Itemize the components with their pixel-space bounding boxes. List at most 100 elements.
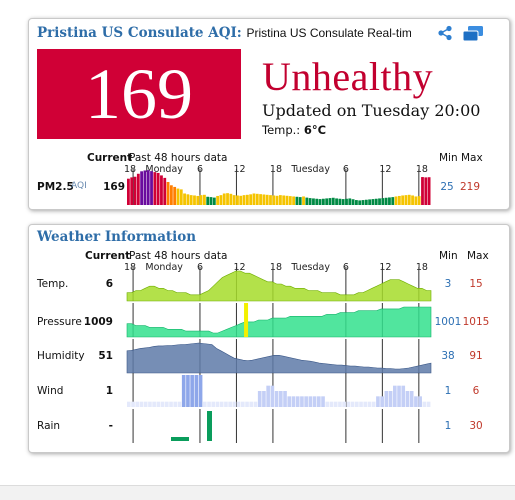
pm25-bar <box>411 195 414 205</box>
wind-bar <box>254 402 258 407</box>
pm25-bar <box>421 177 424 205</box>
pm25-bar <box>262 194 265 205</box>
pm25-chart <box>127 169 431 205</box>
wind-bar <box>287 396 291 407</box>
pm25-bar <box>414 196 417 205</box>
rain-row-label: Rain <box>37 420 60 432</box>
temp-label: Temp.: <box>262 123 300 137</box>
pm25-bar <box>418 196 421 205</box>
pm25-bar <box>309 198 312 205</box>
wind-bar <box>313 396 317 407</box>
pm25-bar <box>305 198 308 205</box>
wind-bar <box>317 396 321 407</box>
pm25-bar <box>388 197 391 205</box>
pm25-bar <box>385 198 388 205</box>
pm25-bar <box>395 196 398 205</box>
pressure-row-current: 1009 <box>83 316 113 328</box>
humidity-area <box>127 343 431 373</box>
wind-bar <box>152 402 156 407</box>
pm25-bar <box>170 185 173 205</box>
header-current: Current <box>87 152 132 164</box>
wind-bar <box>233 402 237 407</box>
rain-row-min: 1 <box>433 420 463 432</box>
pressure-area <box>127 307 431 337</box>
pm25-bar <box>243 195 246 205</box>
wind-bar <box>144 402 148 407</box>
wind-bar <box>338 402 342 407</box>
wind-bar <box>292 396 296 407</box>
temp-row-min: 3 <box>433 278 463 290</box>
wind-bar <box>228 402 232 407</box>
pm25-bar <box>223 193 226 205</box>
pm25-bar <box>269 195 272 205</box>
humidity-row-current: 51 <box>83 350 113 362</box>
wind-bar <box>423 402 427 407</box>
wind-row-current: 1 <box>83 385 113 397</box>
pm25-bar <box>134 177 137 205</box>
pm25-bar <box>150 171 153 205</box>
wind-bar <box>321 396 325 407</box>
wind-bar <box>418 396 422 407</box>
pm25-bar <box>381 198 384 205</box>
wind-bar <box>199 375 203 407</box>
wind-row-label: Wind <box>37 385 63 397</box>
pm25-bar <box>286 196 289 205</box>
aqi-card: Pristina US Consulate AQI: Pristina US C… <box>28 18 510 210</box>
pm25-bar <box>190 195 193 205</box>
wind-bar <box>157 402 161 407</box>
pm25-bar <box>365 200 368 205</box>
wind-bar <box>304 396 308 407</box>
pm25-bar <box>253 193 256 205</box>
wind-bar <box>427 402 431 407</box>
windows-icon[interactable] <box>461 25 485 47</box>
wind-bar <box>220 402 224 407</box>
rain-bar <box>207 411 212 441</box>
weather-card: Weather Information Current Past 48 hour… <box>28 224 510 453</box>
pm25-bar <box>289 196 292 205</box>
pm25-bar <box>282 195 285 205</box>
wind-bar <box>169 402 173 407</box>
pm25-bar <box>362 200 365 205</box>
pm25-bar <box>206 197 209 205</box>
wind-chart <box>127 373 431 407</box>
wind-bar <box>258 391 262 407</box>
pm25-bar <box>256 194 259 205</box>
pm25-bar <box>299 197 302 205</box>
wind-bar <box>186 375 190 407</box>
wind-bar <box>241 402 245 407</box>
pm25-bar <box>160 175 163 205</box>
wind-bar <box>410 391 414 407</box>
pm25-bar <box>372 199 375 205</box>
header-past: Past 48 hours data <box>129 152 227 164</box>
wind-bar <box>262 391 266 407</box>
pm25-bar <box>239 196 242 205</box>
wind-row-max: 6 <box>461 385 491 397</box>
humidity-row-label: Humidity <box>37 350 85 362</box>
wind-bar <box>182 375 186 407</box>
wx-header-min: Min <box>439 250 458 262</box>
pm25-bar <box>210 197 213 205</box>
wind-bar <box>178 402 182 407</box>
aqi-value-box: 169 <box>37 49 241 139</box>
wind-bar <box>325 402 329 407</box>
wind-bar <box>165 402 169 407</box>
pm25-bar <box>428 177 431 205</box>
wind-bar <box>372 402 376 407</box>
wind-bar <box>389 391 393 407</box>
pm25-bar <box>196 196 199 205</box>
pm25-bar <box>147 170 150 205</box>
share-icon[interactable] <box>437 25 453 45</box>
wind-bar <box>300 396 304 407</box>
pm25-bar <box>276 196 279 205</box>
wind-bar <box>190 375 194 407</box>
wind-bar <box>135 402 139 407</box>
wind-bar <box>140 402 144 407</box>
wind-bar <box>363 402 367 407</box>
wind-bar <box>207 402 211 407</box>
pm25-bar <box>355 200 358 205</box>
humidity-row-max: 91 <box>461 350 491 362</box>
pm25-bar <box>249 194 252 205</box>
header-min: Min <box>439 152 458 164</box>
pm25-bar <box>193 195 196 205</box>
aqi-title: Pristina US Consulate AQI: <box>37 25 242 41</box>
